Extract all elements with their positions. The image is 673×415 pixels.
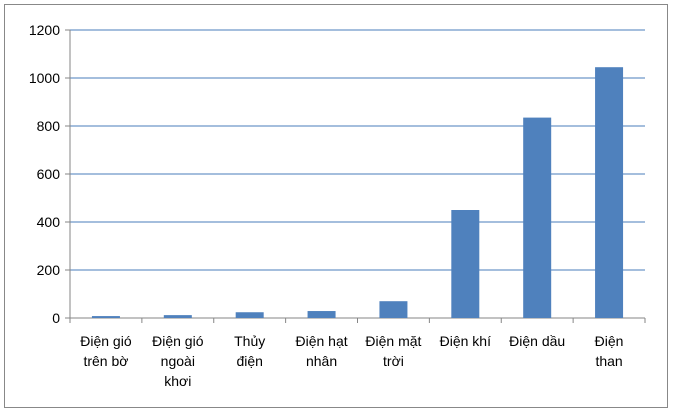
y-tick-label: 1000 [29,70,60,86]
y-tick-label: 400 [37,214,61,230]
bar [379,301,408,318]
y-tick-label: 0 [52,310,60,326]
x-tick-label: Thủy điện [234,333,265,369]
y-tick-label: 800 [37,118,61,134]
bar [451,210,480,318]
x-tick-label: Điện gió trên bờ [80,333,132,369]
x-tick-label: Điện than [595,333,624,369]
bar [523,117,552,318]
x-tick-label: Điện gió ngoài khơi [152,333,204,389]
bar [595,67,624,318]
x-tick-label: Điện khí [440,333,491,349]
x-tick-label: Điện dầu [509,333,565,349]
bar [235,312,264,318]
y-tick-label: 200 [37,262,61,278]
bar [307,311,336,318]
y-tick-label: 600 [37,166,61,182]
x-tick-label: Điện hạt nhân [295,333,347,369]
bar [163,315,192,318]
y-tick-label: 1200 [29,22,60,38]
x-tick-label: Điện mặt trời [365,333,421,369]
bar [91,316,120,318]
chart-border [4,4,668,408]
